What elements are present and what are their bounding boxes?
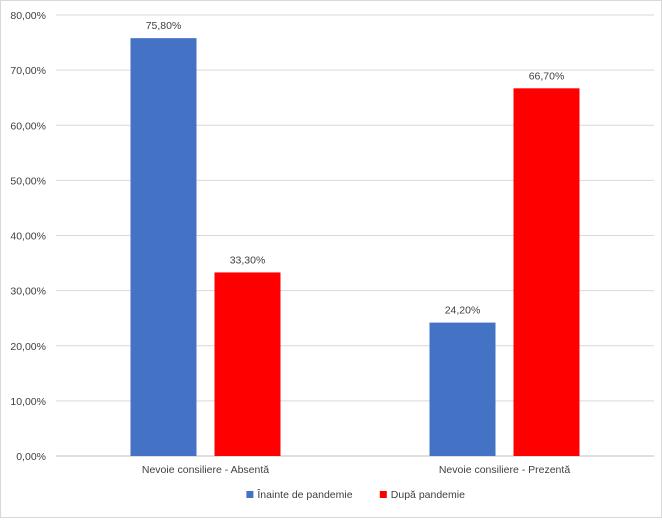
y-tick-label: 30,00% bbox=[10, 286, 46, 298]
legend-swatch bbox=[246, 491, 254, 498]
y-tick-label: 10,00% bbox=[10, 396, 46, 408]
y-tick-label: 70,00% bbox=[10, 65, 46, 77]
data-label: 75,80% bbox=[146, 20, 182, 32]
y-tick-label: 0,00% bbox=[16, 451, 46, 463]
data-label: 66,70% bbox=[529, 70, 565, 82]
x-category-label: Nevoie consiliere - Absentă bbox=[142, 464, 269, 476]
y-tick-label: 20,00% bbox=[10, 341, 46, 353]
data-label: 33,30% bbox=[230, 254, 266, 266]
legend-swatch bbox=[379, 491, 387, 498]
y-tick-label: 50,00% bbox=[10, 175, 46, 187]
bar bbox=[429, 322, 496, 456]
legend-label: Înainte de pandemie bbox=[256, 488, 352, 501]
legend-label: După pandemie bbox=[391, 489, 465, 501]
x-category-label: Nevoie consiliere - Prezentă bbox=[439, 464, 570, 476]
y-tick-label: 60,00% bbox=[10, 120, 46, 132]
bar bbox=[513, 88, 580, 456]
bar bbox=[130, 38, 197, 457]
y-tick-label: 40,00% bbox=[10, 231, 46, 243]
y-tick-label: 80,00% bbox=[10, 10, 46, 22]
bar bbox=[214, 272, 281, 456]
data-label: 24,20% bbox=[445, 305, 481, 317]
